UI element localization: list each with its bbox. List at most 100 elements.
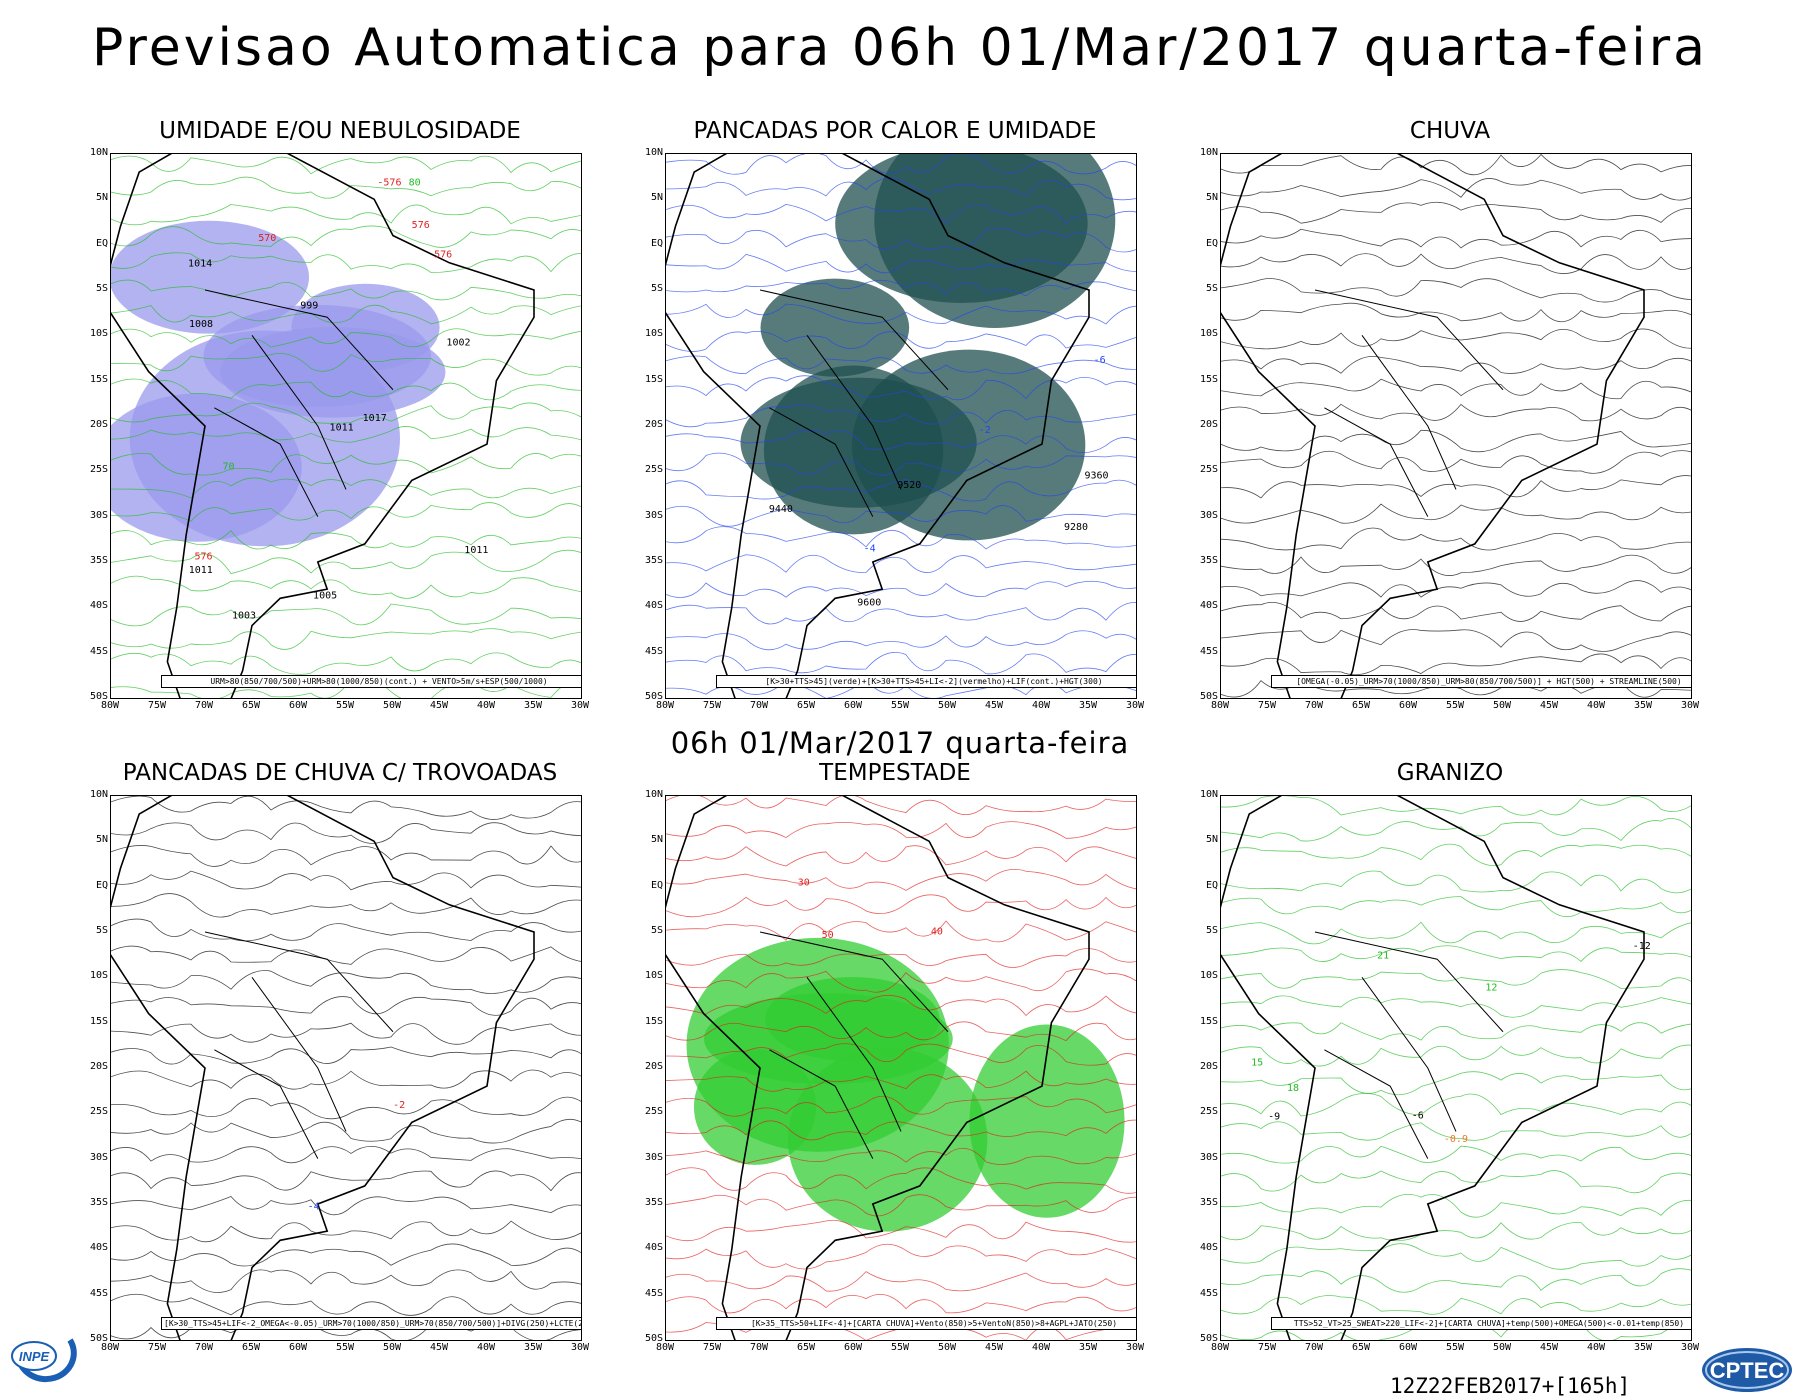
contour-line — [666, 177, 1136, 201]
lon-tick-label: 45W — [1539, 700, 1559, 711]
lon-tick-label: 65W — [1351, 1342, 1371, 1353]
lat-tick-label: EQ — [1205, 237, 1218, 249]
border-line — [806, 977, 902, 1132]
contour-label: 1011 — [330, 422, 354, 433]
panel-tempestade: TEMPESTADE 30 40 50 [K>35_TTS>50+LIF<-4]+[… — [635, 760, 1155, 1360]
contour-line — [666, 1167, 1136, 1194]
contour-line — [1221, 450, 1691, 474]
contour-line — [111, 1096, 581, 1120]
lon-tick-label: 70W — [194, 700, 214, 711]
border-line — [214, 407, 319, 517]
lon-tick-label: 50W — [1492, 1342, 1512, 1353]
contour-line — [1221, 921, 1691, 945]
contour-line — [1221, 527, 1691, 551]
contour-line — [111, 252, 581, 274]
contour-line — [666, 227, 1136, 253]
contour-line — [666, 968, 1136, 993]
contour-label: 576 — [194, 552, 212, 563]
panel-legend: [K>35_TTS>50+LIF<-4]+[CARTA CHUVA]+Vento… — [716, 1317, 1136, 1330]
panel-umidade: UMIDADE E/OU NEBULOSIDADE 1011 1011 1011 57… — [80, 118, 600, 718]
lat-tick-label: 50S — [644, 691, 663, 702]
contour-line — [111, 328, 581, 348]
panel-legend: [K>30+TTS>45](verde)+[K>30+TTS>45+LI<-2]… — [716, 675, 1136, 688]
contour-label: 1014 — [188, 258, 212, 269]
contour-line — [111, 279, 581, 301]
contour-label: 9280 — [1064, 522, 1088, 533]
lon-tick-label: 70W — [1304, 1342, 1324, 1353]
contour-line — [666, 375, 1136, 401]
lon-tick-label: 70W — [749, 700, 769, 711]
contour-line — [111, 225, 581, 248]
contour-label: 80 — [409, 177, 421, 188]
lon-tick-label: 80W — [655, 700, 675, 711]
lon-tick-label: 65W — [796, 700, 816, 711]
contour-line — [111, 822, 581, 844]
cptec-logo: CPTEC — [1700, 1346, 1794, 1394]
contour-line — [666, 303, 1136, 325]
lon-tick-label: 45W — [984, 1342, 1004, 1353]
lat-tick-label: 40S — [1199, 1242, 1218, 1254]
lat-tick-label: 25S — [89, 464, 108, 476]
lon-tick-label: 30W — [1125, 1342, 1145, 1353]
country-borders — [1314, 289, 1504, 517]
contour-label: 9440 — [769, 504, 793, 515]
contour-line — [666, 1095, 1136, 1117]
lat-tick-label: 10N — [644, 147, 663, 158]
lat-tick-label: 15S — [644, 1015, 663, 1027]
contour-line — [666, 1271, 1136, 1292]
lon-tick-label: 70W — [194, 1342, 214, 1353]
contour-line — [111, 628, 581, 650]
lat-tick-label: 45S — [644, 645, 663, 657]
contour-label: -4 — [308, 1202, 320, 1213]
lat-tick-label: 5S — [1205, 283, 1218, 294]
contour-label: 18 — [1287, 1083, 1299, 1094]
contour-label: 1008 — [189, 319, 213, 330]
lon-tick-label: 30W — [1125, 700, 1145, 711]
contour-line — [1221, 870, 1691, 894]
contour-line — [1221, 429, 1691, 453]
contour-line — [666, 505, 1136, 527]
lon-tick-label: 65W — [241, 700, 261, 711]
panel-title: CHUVA — [1409, 118, 1491, 144]
contour-line — [666, 602, 1136, 625]
lat-tick-label: 30S — [1199, 1151, 1218, 1163]
contour-label: -2 — [979, 425, 991, 436]
lon-tick-label: 45W — [984, 700, 1004, 711]
map-granizo: 15 18 12 21 -6 -9 -12 -0.9 TTS>52_VT>25_SWEAT>2… — [1220, 795, 1692, 1341]
contour-line — [1221, 355, 1691, 374]
contour-label: 9600 — [857, 597, 881, 608]
panel-pancadas-trovoadas: PANCADAS DE CHUVA C/ TROVOADAS -2 -4 [K>3… — [80, 760, 600, 1360]
contour-line — [1221, 302, 1691, 323]
contour-line — [111, 1145, 581, 1164]
lat-tick-label: 20S — [644, 419, 663, 430]
map-chuva: [OMEGA(-0.05)_URM>70(1000/850)_URM>80(85… — [1220, 153, 1692, 699]
contour-line — [666, 845, 1136, 867]
contour-labels: 1011 1011 1011 576 576 576 80 70 1008 1005 1017 100… — [188, 177, 488, 621]
lon-tick-label: 40W — [476, 700, 496, 711]
fill-region — [111, 220, 309, 334]
contour-label: 1003 — [232, 611, 256, 622]
contour-line — [111, 477, 581, 499]
border-line — [769, 407, 874, 517]
contour-line — [1221, 554, 1691, 576]
lon-tick-label: 60W — [1398, 700, 1418, 711]
contour-line — [666, 580, 1136, 598]
contour-line — [111, 796, 581, 820]
contour-line — [1221, 1044, 1691, 1067]
contour-label: 1002 — [446, 337, 470, 348]
lat-tick-label: 10S — [644, 970, 663, 982]
contour-line — [111, 1243, 581, 1267]
contour-label: 1017 — [363, 413, 387, 424]
border-line — [806, 335, 902, 490]
contour-label: -9 — [1268, 1111, 1280, 1122]
lon-tick-label: 40W — [1031, 700, 1051, 711]
border-line — [769, 1049, 874, 1159]
lat-tick-label: 5N — [650, 192, 663, 204]
lat-tick-label: 25S — [1199, 1106, 1218, 1118]
contour-line — [111, 453, 581, 476]
lon-tick-label: 50W — [937, 700, 957, 711]
contour-labels: 30 40 50 — [798, 877, 943, 941]
lat-tick-label: 35S — [1199, 1197, 1218, 1208]
lat-tick-label: 5N — [1205, 192, 1218, 204]
contour-label: -6 — [1412, 1111, 1424, 1122]
